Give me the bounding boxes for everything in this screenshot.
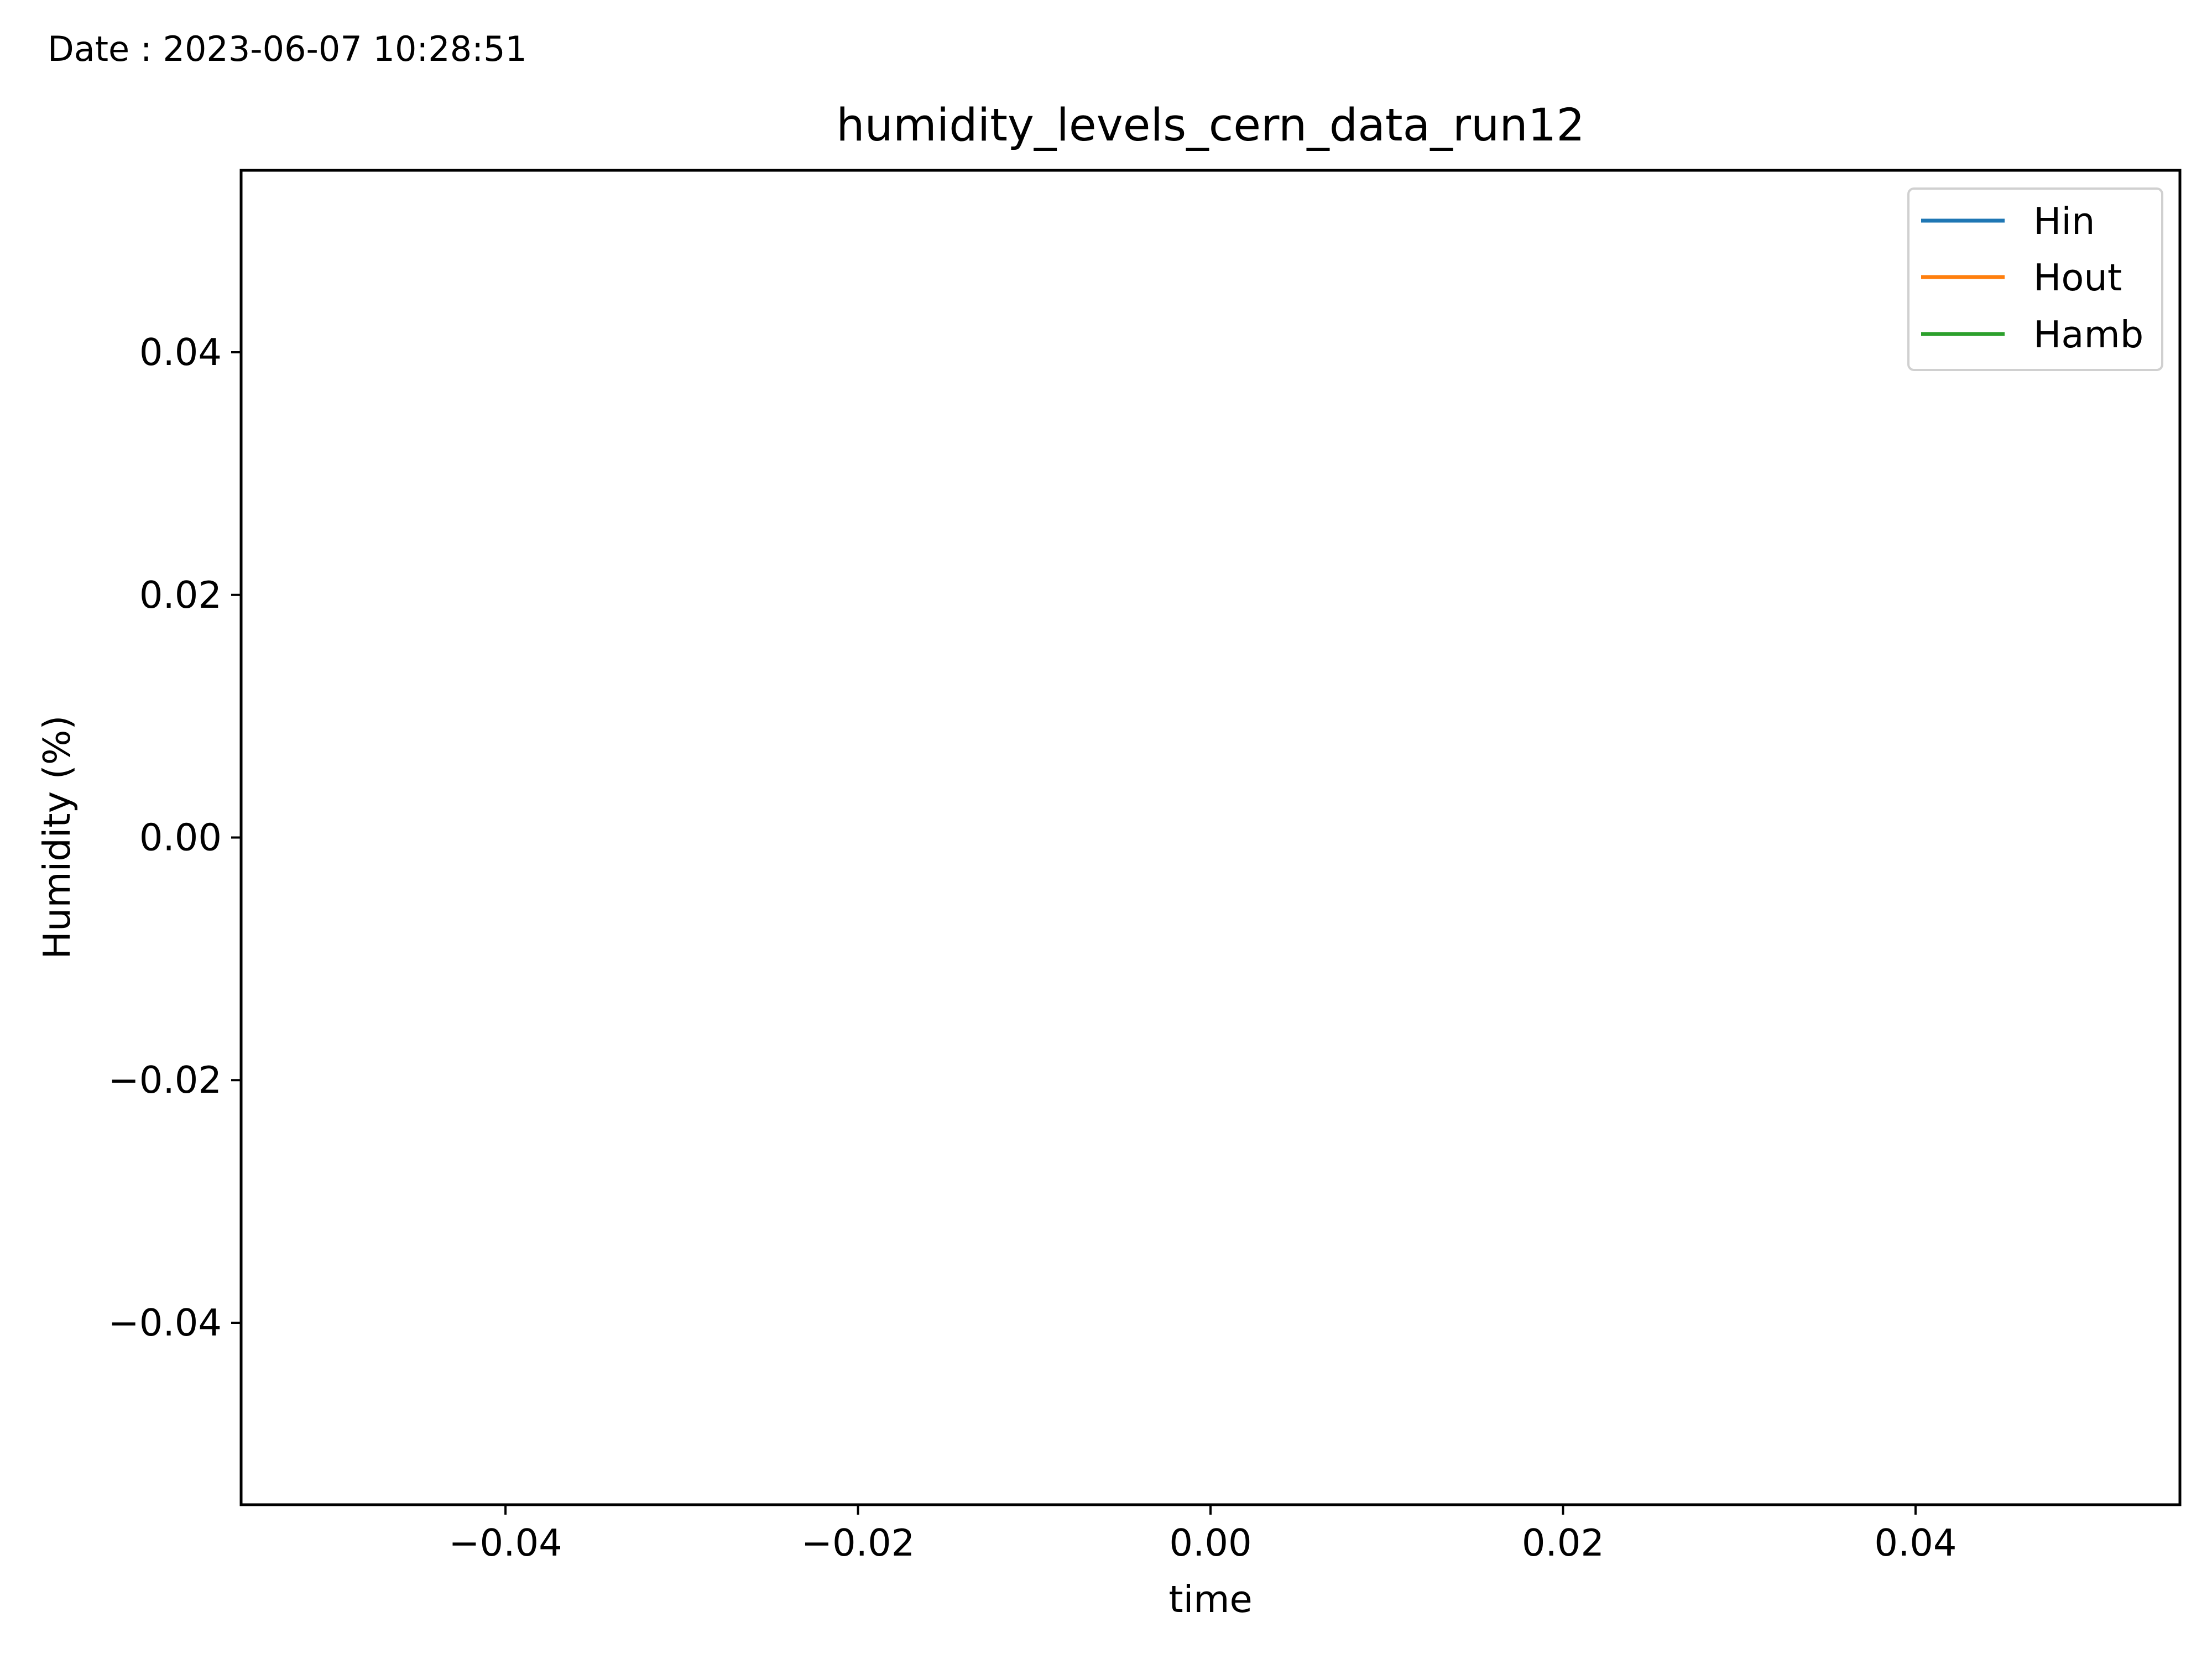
y-tick-label: −0.04 xyxy=(108,1301,222,1344)
y-tick-label: −0.02 xyxy=(108,1058,222,1102)
x-tick-label: −0.02 xyxy=(801,1521,915,1564)
chart-title: humidity_levels_cern_data_run12 xyxy=(836,100,1585,152)
y-tick-label: 0.02 xyxy=(139,573,222,617)
x-tick-label: 0.00 xyxy=(1169,1521,1251,1564)
legend-label-hout: Hout xyxy=(2033,256,2122,299)
plot-area xyxy=(239,169,2182,1506)
legend-label-hamb: Hamb xyxy=(2033,313,2143,356)
y-axis: −0.04 −0.02 0.00 0.02 0.04 xyxy=(108,331,241,1344)
x-tick-label: 0.04 xyxy=(1874,1521,1957,1564)
legend-label-hin: Hin xyxy=(2033,200,2095,243)
y-tick-label: 0.04 xyxy=(139,331,222,374)
x-tick-label: 0.02 xyxy=(1522,1521,1604,1564)
y-axis-label: Humidity (%) xyxy=(35,715,79,959)
date-label: Date : 2023-06-07 10:28:51 xyxy=(48,29,527,69)
x-axis: −0.04 −0.02 0.00 0.02 0.04 xyxy=(448,1505,1957,1564)
x-axis-label: time xyxy=(1168,1578,1252,1621)
legend-box xyxy=(1907,187,2163,371)
legend: Hin Hout Hamb xyxy=(1907,187,2163,371)
y-tick-label: 0.00 xyxy=(139,816,222,859)
x-tick-label: −0.04 xyxy=(448,1521,562,1564)
